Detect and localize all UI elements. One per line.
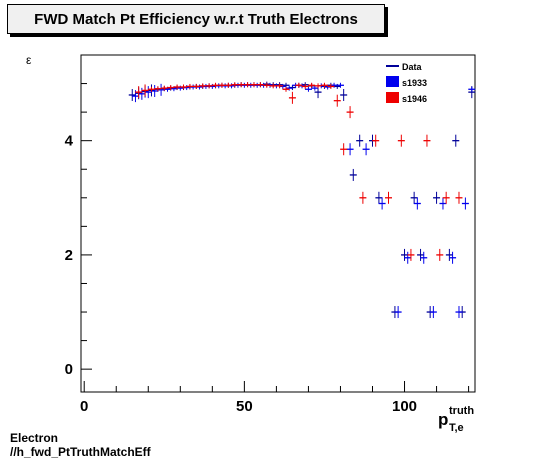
point-data xyxy=(401,248,409,261)
point-s1946 xyxy=(135,86,143,99)
point-s1946 xyxy=(224,82,232,88)
point-s1946 xyxy=(186,83,194,89)
y-axis-label: ε xyxy=(26,53,32,67)
point-s1933 xyxy=(144,86,152,99)
point-s1946 xyxy=(173,84,181,90)
point-s1946 xyxy=(269,83,277,89)
point-data xyxy=(349,168,357,181)
point-s1946 xyxy=(372,134,380,147)
point-s1933 xyxy=(449,251,457,264)
point-data xyxy=(340,88,348,101)
point-s1933 xyxy=(461,197,469,210)
point-s1933 xyxy=(429,306,437,319)
point-data xyxy=(433,191,441,204)
point-s1933 xyxy=(157,83,165,96)
y-tick-label: 2 xyxy=(65,247,73,264)
point-s1946 xyxy=(154,86,162,92)
point-s1946 xyxy=(346,106,354,119)
point-s1933 xyxy=(151,84,159,97)
point-s1946 xyxy=(423,134,431,147)
legend-swatch-s1946 xyxy=(386,92,399,103)
legend-label-data: Data xyxy=(402,62,423,72)
point-data xyxy=(410,191,418,204)
footer-histogram-path: //h_fwd_PtTruthMatchEff xyxy=(10,445,151,459)
point-data xyxy=(452,134,460,147)
point-s1946 xyxy=(199,83,207,89)
point-s1946 xyxy=(160,85,168,91)
plot-frame xyxy=(80,54,476,393)
point-s1946 xyxy=(250,82,258,88)
x-tick-label: 100 xyxy=(392,398,417,415)
chart-title: FWD Match Pt Efficiency w.r.t Truth Elec… xyxy=(7,4,385,34)
y-tick-label: 0 xyxy=(65,361,73,378)
point-s1933 xyxy=(420,251,428,264)
point-s1946 xyxy=(218,82,226,88)
point-s1933 xyxy=(304,86,312,92)
point-s1933 xyxy=(439,197,447,210)
x-axis-label: p xyxy=(438,410,448,429)
legend-label-s1933: s1933 xyxy=(402,78,427,88)
point-data xyxy=(417,248,425,261)
point-s1946 xyxy=(147,86,155,92)
x-tick-label: 50 xyxy=(236,398,253,415)
point-s1946 xyxy=(327,83,335,89)
point-s1933 xyxy=(138,87,146,100)
point-s1946 xyxy=(141,84,149,97)
point-s1946 xyxy=(231,82,239,88)
point-s1946 xyxy=(180,84,188,90)
point-s1946 xyxy=(263,82,271,88)
point-s1946 xyxy=(276,83,284,89)
point-s1946 xyxy=(333,94,341,107)
point-s1946 xyxy=(301,83,309,89)
point-s1946 xyxy=(192,83,200,89)
x-tick-label: 0 xyxy=(80,398,88,415)
point-s1933 xyxy=(413,197,421,210)
point-s1933 xyxy=(455,306,463,319)
point-s1946 xyxy=(407,248,415,261)
point-s1946 xyxy=(359,191,367,204)
point-s1946 xyxy=(397,134,405,147)
point-s1933 xyxy=(468,86,476,92)
point-s1946 xyxy=(244,82,252,88)
point-s1946 xyxy=(455,191,463,204)
point-s1933 xyxy=(336,82,344,88)
point-data xyxy=(445,248,453,261)
point-s1946 xyxy=(288,91,296,104)
point-s1946 xyxy=(256,82,264,88)
point-data xyxy=(356,134,364,147)
footer-particle: Electron xyxy=(10,431,59,445)
legend-swatch-s1933 xyxy=(386,76,399,87)
point-s1946 xyxy=(308,82,316,88)
point-data xyxy=(375,191,383,204)
point-s1946 xyxy=(385,191,393,204)
point-s1946 xyxy=(167,85,175,91)
point-s1946 xyxy=(442,191,450,204)
point-s1946 xyxy=(320,82,328,88)
point-s1933 xyxy=(404,251,412,264)
x-axis-label-sup: truth xyxy=(449,405,474,417)
legend-label-s1946: s1946 xyxy=(402,94,427,104)
y-tick-label: 4 xyxy=(65,133,74,150)
point-s1946 xyxy=(282,86,290,92)
point-s1946 xyxy=(314,83,322,89)
point-s1946 xyxy=(237,82,245,88)
point-s1933 xyxy=(362,143,370,156)
point-s1946 xyxy=(295,82,303,88)
point-s1933 xyxy=(378,197,386,210)
point-s1933 xyxy=(346,143,354,156)
point-s1933 xyxy=(394,306,402,319)
point-s1946 xyxy=(212,82,220,88)
point-s1946 xyxy=(436,248,444,261)
point-s1946 xyxy=(340,143,348,156)
point-data xyxy=(128,88,136,101)
x-axis-label-sub: T,e xyxy=(449,422,464,434)
point-s1946 xyxy=(205,83,213,89)
